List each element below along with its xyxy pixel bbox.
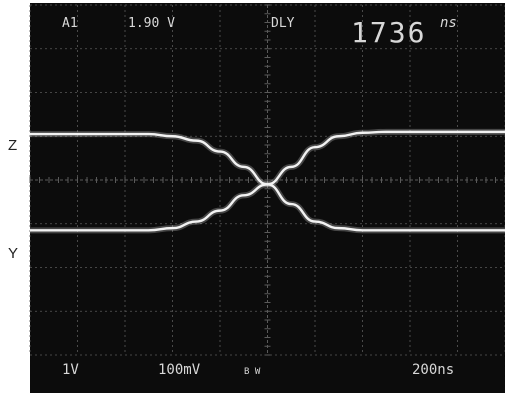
readout-bw-marker: B W <box>244 367 261 377</box>
readout-trigger-level: 1.90 V <box>128 16 175 31</box>
readout-channel: A1 <box>62 16 78 31</box>
readout-layer: A1 1.90 V DLY 1736 ns 1V 100mV B W 200ns <box>62 15 457 378</box>
readout-delay-unit: ns <box>440 15 457 31</box>
graticule <box>29 4 505 356</box>
trace-label-z: Z <box>8 137 18 154</box>
trace-y <box>30 130 505 232</box>
trace-layer <box>30 128 505 234</box>
readout-ch2-scale: 100mV <box>158 362 201 378</box>
readout-ch1-scale: 1V <box>62 362 79 378</box>
trace-label-y: Y <box>8 245 19 262</box>
readout-timebase: 200ns <box>412 362 454 378</box>
readout-delay-value: 1736 <box>351 16 426 49</box>
readout-mode: DLY <box>271 16 295 31</box>
